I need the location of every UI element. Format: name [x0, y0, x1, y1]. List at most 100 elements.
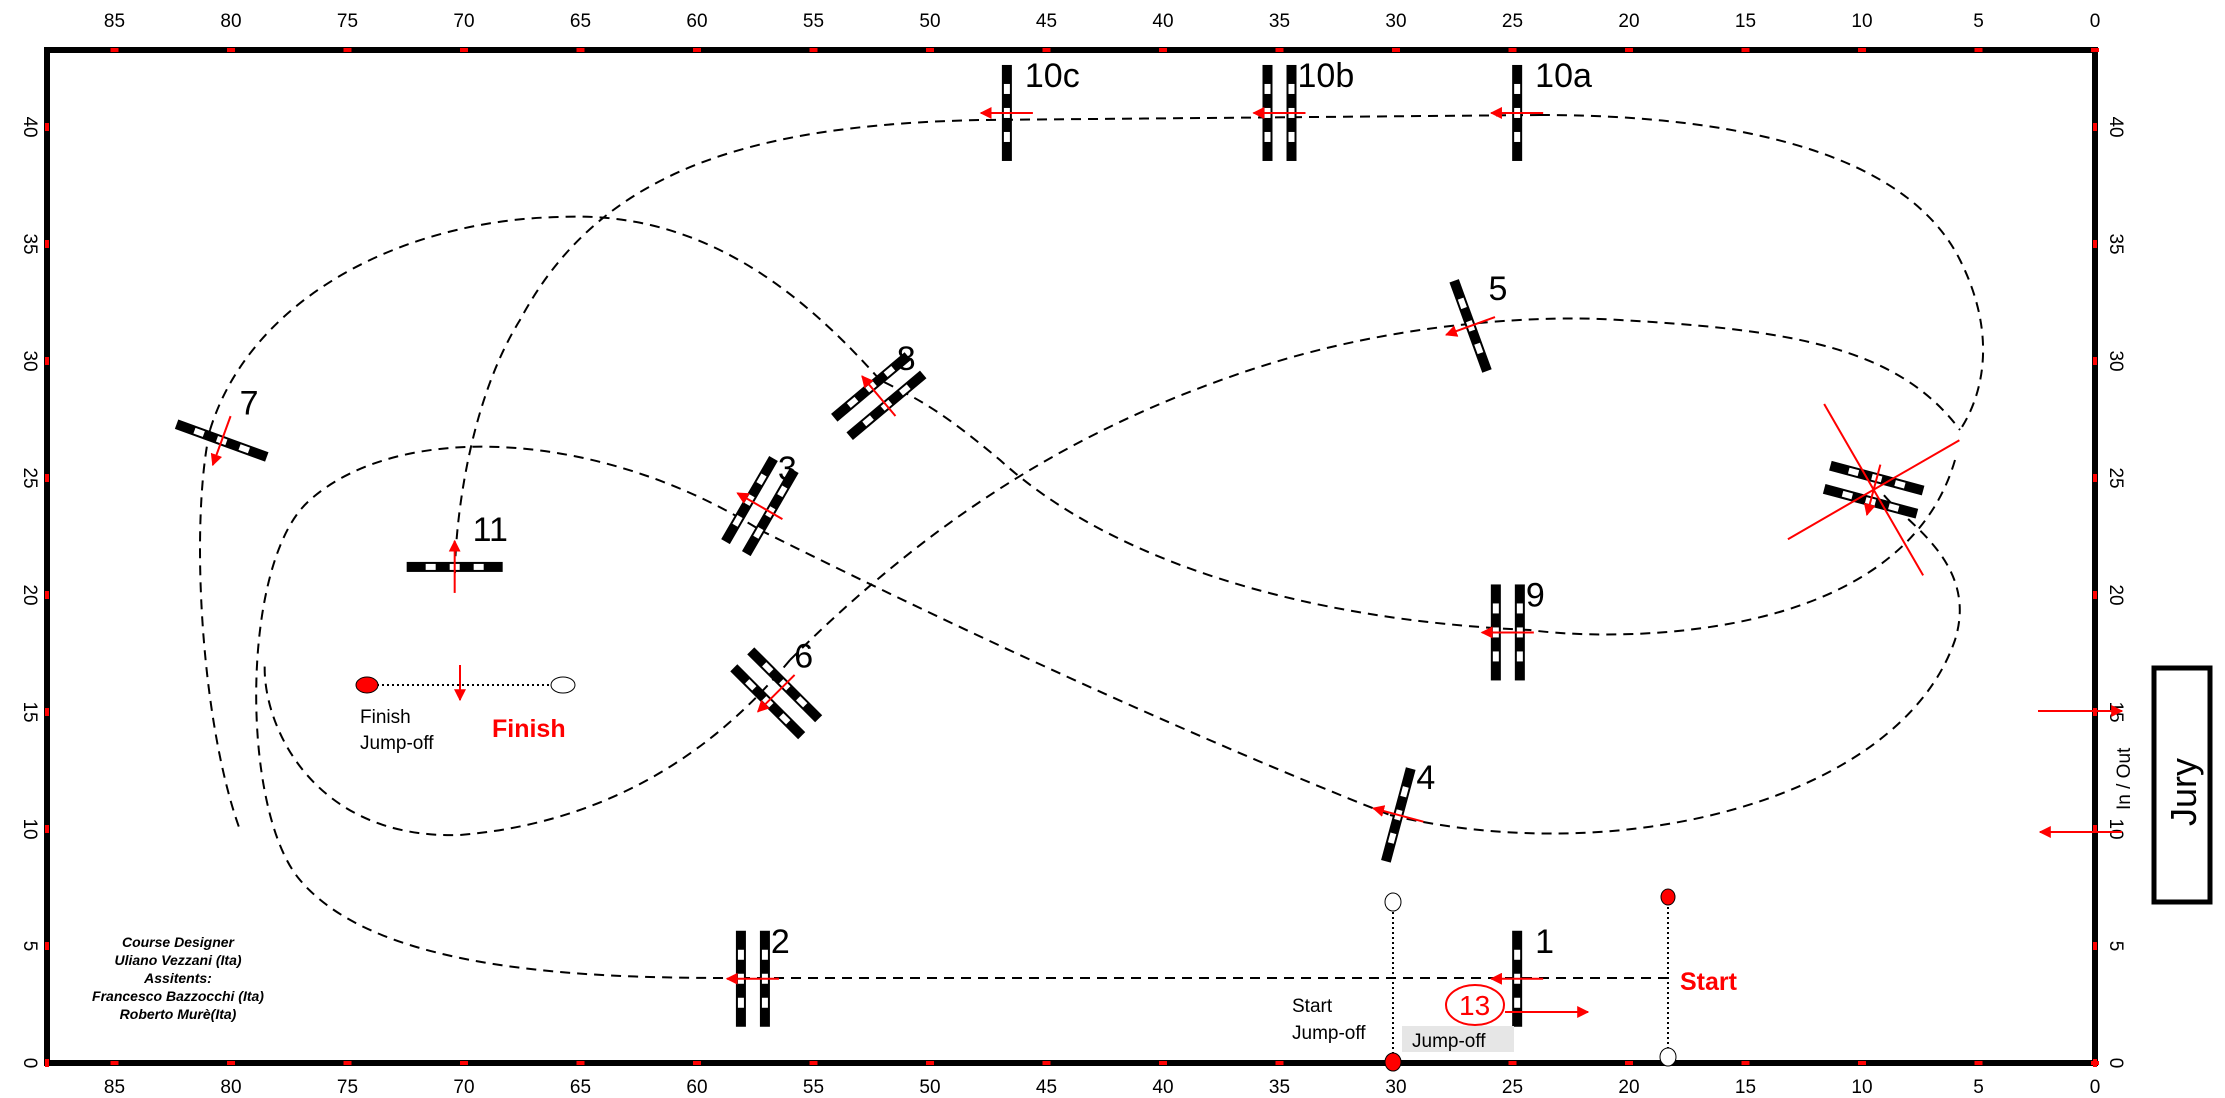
x-tick-top: 60 [686, 11, 707, 32]
y-tick-left: 40 [19, 116, 40, 137]
y-tick-right: 20 [2105, 584, 2126, 605]
start-jumpoff-label-1: Start [1292, 996, 1333, 1017]
y-tick-right: 25 [2105, 467, 2126, 488]
finish-label: Finish [492, 715, 566, 743]
y-tick-left: 15 [19, 701, 40, 722]
arena-border [47, 50, 2095, 1063]
route-10 [1540, 115, 1983, 430]
x-tick-top: 5 [1973, 11, 1984, 32]
x-tick-top: 55 [803, 11, 824, 32]
fence-label-1: 1 [1535, 923, 1554, 961]
credits: Course Designer Uliano Vezzani (Ita) Ass… [92, 934, 264, 1022]
x-tick-bottom: 0 [2090, 1077, 2101, 1098]
x-tick-top: 0 [2090, 11, 2101, 32]
route-3-4 [760, 530, 1390, 815]
x-tick-bottom: 85 [104, 1077, 125, 1098]
x-tick-bottom: 30 [1385, 1077, 1406, 1098]
x-tick-top: 10 [1851, 11, 1872, 32]
fence-crossed [1788, 404, 1959, 575]
x-tick-bottom: 75 [337, 1077, 358, 1098]
x-tick-bottom: 25 [1502, 1077, 1523, 1098]
start-flag-white [1660, 1048, 1676, 1066]
x-tick-top: 70 [453, 11, 474, 32]
x-tick-bottom: 50 [919, 1077, 940, 1098]
credit-line-5: Roberto Murè(Ita) [120, 1006, 237, 1022]
x-tick-bottom: 65 [570, 1077, 591, 1098]
x-tick-bottom: 5 [1973, 1077, 1984, 1098]
y-tick-right: 40 [2105, 116, 2126, 137]
y-tick-left: 5 [19, 941, 40, 952]
fence-label-8: 8 [897, 340, 916, 378]
course-route [200, 115, 1983, 978]
x-tick-top: 20 [1618, 11, 1639, 32]
fence-label-10b: 10b [1298, 57, 1355, 95]
y-tick-right: 35 [2105, 233, 2126, 254]
y-tick-right: 30 [2105, 350, 2126, 371]
x-tick-bottom: 60 [686, 1077, 707, 1098]
route-10-top [455, 115, 1540, 575]
route-8-7 [210, 217, 880, 430]
x-tick-bottom: 35 [1269, 1077, 1290, 1098]
route-4-9 [1390, 490, 1960, 834]
x-tick-top: 15 [1735, 11, 1756, 32]
x-tick-top: 45 [1036, 11, 1057, 32]
in-out-label: In / Out [2114, 747, 2135, 810]
y-tick-right: 10 [2105, 818, 2126, 839]
fence-label-7: 7 [240, 385, 259, 423]
fence-label-2: 2 [771, 923, 790, 961]
start-label: Start [1680, 968, 1738, 996]
circled-13-label: 13 [1459, 990, 1490, 1021]
fence-label-4: 4 [1416, 759, 1435, 797]
x-tick-top: 80 [220, 11, 241, 32]
x-tick-bottom: 10 [1851, 1077, 1872, 1098]
fence-label-11: 11 [473, 511, 508, 549]
x-tick-top: 85 [104, 11, 125, 32]
fence-7 [168, 400, 276, 482]
start-jumpoff-label-2: Jump-off [1292, 1023, 1366, 1044]
route-6-left [265, 660, 790, 835]
x-tick-top: 35 [1269, 11, 1290, 32]
route-9-8 [880, 380, 1530, 630]
finish-jumpoff-label-1: Finish [360, 707, 411, 728]
x-tick-bottom: 15 [1735, 1077, 1756, 1098]
x-tick-top: 50 [919, 11, 940, 32]
axis-ticks: 8585808075757070656560605555505045454040… [19, 11, 2126, 1098]
x-tick-bottom: 45 [1036, 1077, 1057, 1098]
x-tick-top: 75 [337, 11, 358, 32]
y-tick-right: 0 [2105, 1058, 2126, 1069]
credit-line-4: Francesco Bazzocchi (Ita) [92, 988, 264, 1004]
fence-label-10c: 10c [1025, 57, 1080, 95]
x-tick-bottom: 55 [803, 1077, 824, 1098]
credit-line-2: Uliano Vezzani (Ita) [114, 952, 241, 968]
x-tick-top: 40 [1152, 11, 1173, 32]
route-2-3 [256, 447, 760, 978]
y-tick-right: 5 [2105, 941, 2126, 952]
fence-label-6: 6 [794, 637, 813, 675]
x-tick-bottom: 80 [220, 1077, 241, 1098]
x-tick-bottom: 20 [1618, 1077, 1639, 1098]
y-tick-left: 25 [19, 467, 40, 488]
credit-line-3: Assitents: [143, 970, 212, 986]
finish-flag-red [356, 677, 378, 693]
x-tick-top: 30 [1385, 11, 1406, 32]
fence-8 [825, 345, 932, 447]
finish-jumpoff-label-2: Jump-off [360, 733, 434, 754]
y-tick-left: 20 [19, 584, 40, 605]
x-tick-top: 65 [570, 11, 591, 32]
start-flag-red [1661, 889, 1675, 905]
y-tick-left: 10 [19, 818, 40, 839]
y-tick-left: 30 [19, 350, 40, 371]
fence-label-3: 3 [778, 450, 797, 488]
jury-label: Jury [2163, 758, 2204, 826]
x-tick-top: 25 [1502, 11, 1523, 32]
route-7-left [200, 430, 240, 830]
jumpoff-box-label: Jump-off [1412, 1031, 1486, 1052]
x-tick-bottom: 70 [453, 1077, 474, 1098]
fence-label-10a: 10a [1535, 57, 1592, 95]
jumpoff-flag-white [1385, 893, 1401, 911]
y-tick-left: 0 [19, 1058, 40, 1069]
route-6-5 [790, 318, 1960, 660]
jumpoff-flag-red [1385, 1053, 1401, 1071]
fences: 1 2 3 4 5 6 7 8 9 10a 10b 10c 11 [168, 57, 1960, 1027]
